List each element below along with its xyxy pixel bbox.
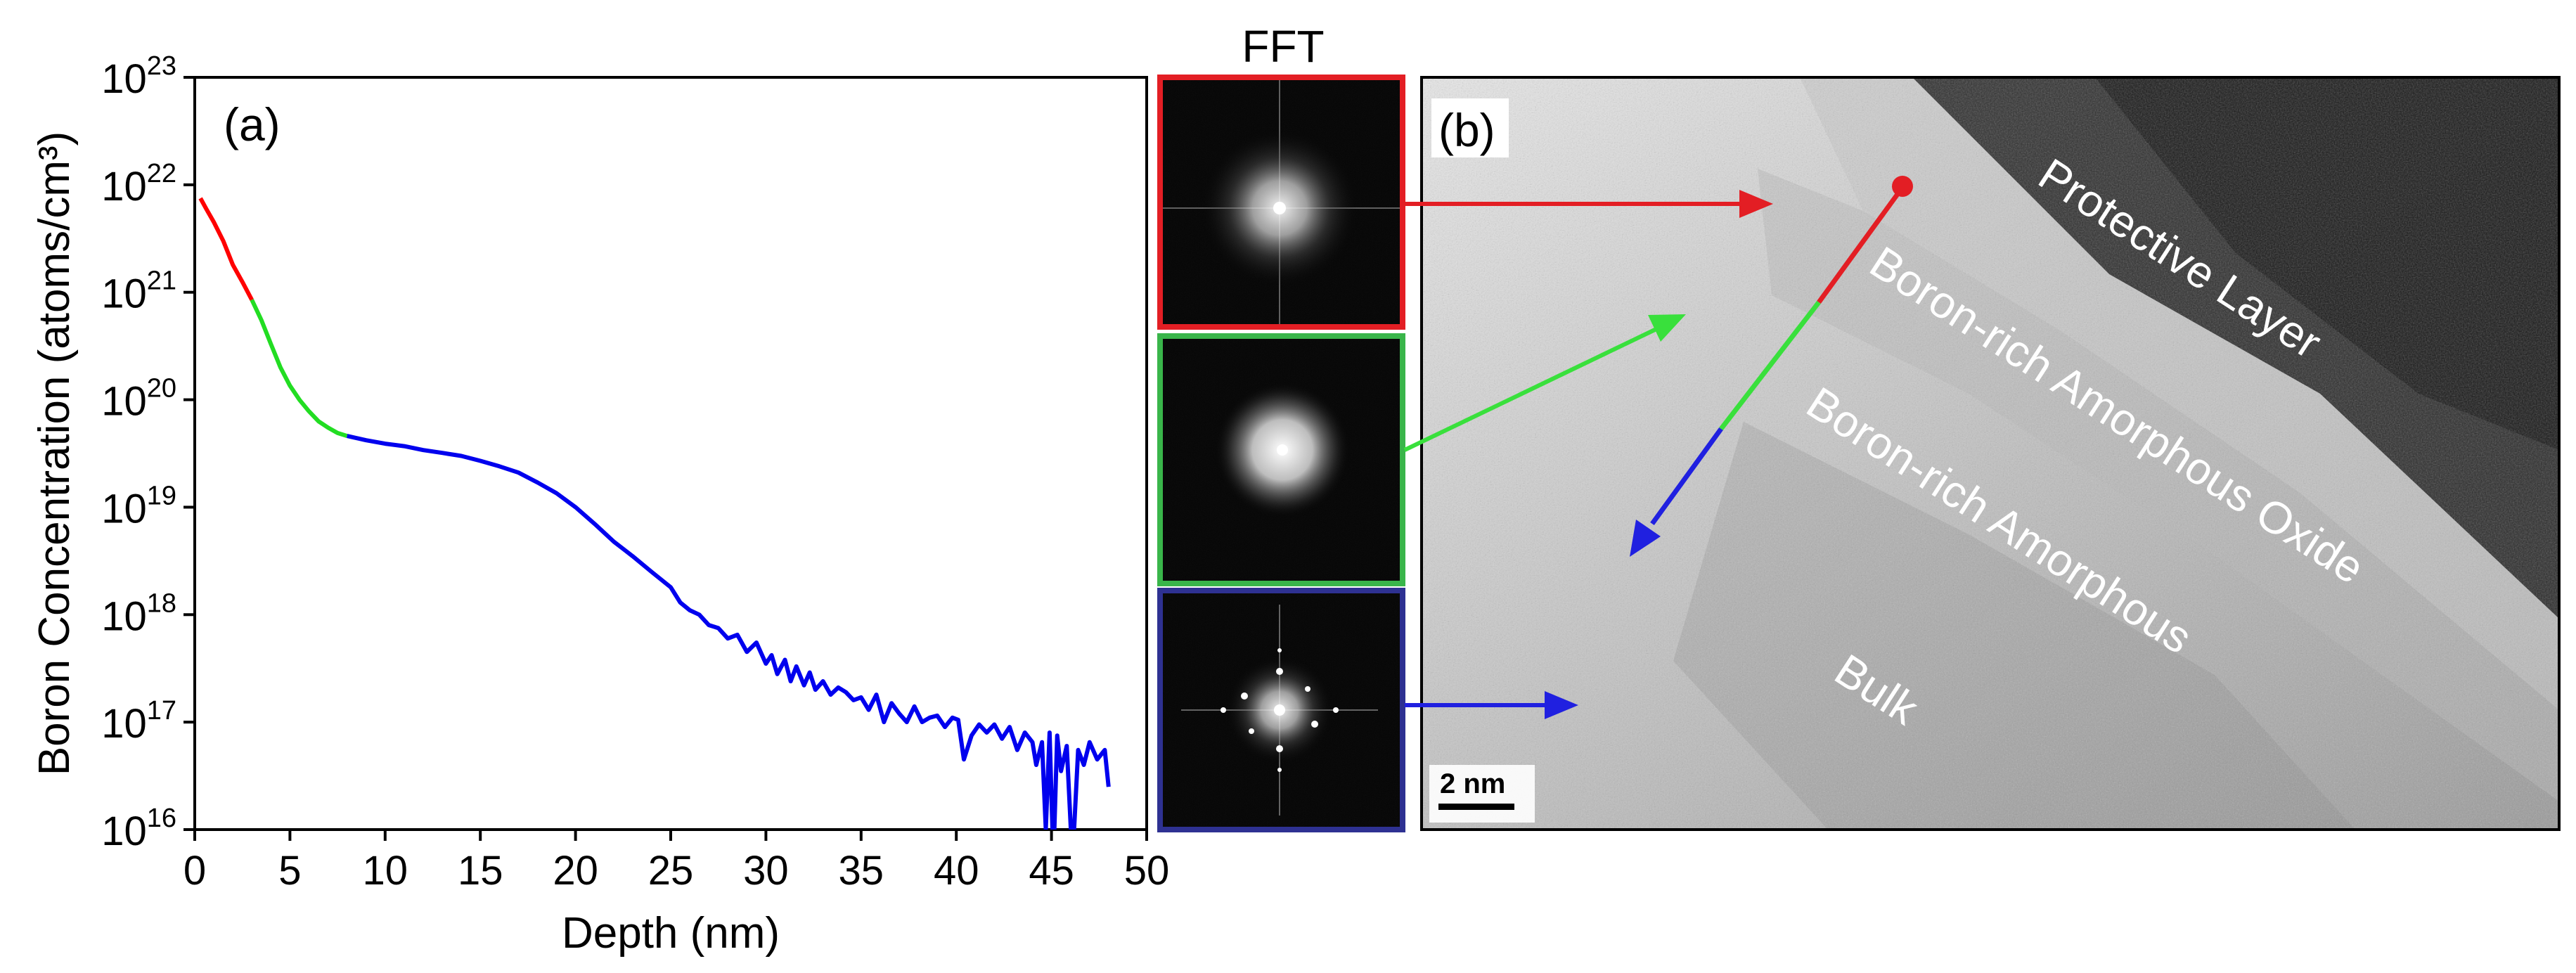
x-tick-label: 10 — [363, 848, 408, 894]
fft-title: FFT — [1242, 21, 1324, 72]
plot-frame — [193, 76, 1148, 831]
scale-bar — [1438, 804, 1514, 810]
y-tick-label: 1019 — [101, 481, 176, 531]
series-line-2 — [346, 434, 1111, 830]
x-tick-label: 15 — [458, 848, 503, 894]
y-axis-title: Boron Concentration (atoms/cm³) — [30, 131, 79, 776]
fft-panel-red — [1157, 75, 1405, 330]
fft-column: FFT — [1157, 21, 1405, 832]
connector-arrows — [1403, 176, 1913, 719]
x-tick-label: 20 — [553, 848, 598, 894]
tem-frame — [1420, 76, 2561, 831]
x-tick-label: 50 — [1124, 848, 1170, 894]
data-series — [198, 197, 1111, 830]
x-tick-label: 5 — [278, 848, 301, 894]
panel-b: (b) Protective Layer Boron-rich Amorphou… — [1420, 76, 2561, 831]
x-axis-ticks: 0 5 10 15 20 25 30 35 40 45 50 — [183, 830, 1169, 894]
arrowhead-red-fft — [1739, 190, 1773, 218]
arrowhead-blue-fft — [1545, 691, 1578, 719]
y-tick-label: 1016 — [101, 804, 176, 854]
y-tick-label: 1023 — [101, 51, 176, 102]
series-line-0 — [198, 197, 254, 301]
panel-label-b-bg — [1431, 98, 1509, 157]
x-tick-label: 35 — [839, 848, 884, 894]
x-tick-label: 40 — [934, 848, 979, 894]
panel-label-b: (b) — [1438, 104, 1495, 156]
fft-panel-green — [1157, 333, 1405, 586]
tem-image — [1422, 77, 2559, 830]
y-tick-label: 1020 — [101, 374, 176, 425]
y-tick-label: 1022 — [101, 159, 176, 210]
x-axis-title: Depth (nm) — [562, 909, 780, 958]
arrow-green-fft — [1403, 326, 1659, 452]
arrowhead-blue-depth — [1630, 520, 1661, 557]
panel-label-a: (a) — [224, 98, 281, 150]
depth-line-red-end — [1892, 176, 1913, 197]
y-axis-ticks: 1016 1017 1018 1019 1020 1021 1022 1023 — [101, 51, 195, 854]
depth-line-red — [1817, 189, 1902, 304]
fft-panel-blue — [1157, 588, 1405, 832]
x-tick-label: 0 — [183, 848, 206, 894]
series-line-1 — [250, 299, 348, 438]
y-tick-label: 1017 — [101, 696, 176, 747]
y-tick-label: 1021 — [101, 266, 176, 317]
depth-line-green — [1719, 300, 1821, 431]
x-tick-label: 45 — [1029, 848, 1074, 894]
scale-bar-label: 2 nm — [1440, 768, 1505, 799]
scale-bar-bg — [1429, 765, 1535, 823]
panel-a: 0 5 10 15 20 25 30 35 40 45 50 1016 1017 1018 1019 102… — [30, 51, 1169, 958]
depth-line-blue — [1650, 427, 1723, 526]
x-tick-label: 30 — [743, 848, 789, 894]
x-tick-label: 25 — [648, 848, 694, 894]
arrowhead-green-fft — [1648, 314, 1686, 342]
y-tick-label: 1018 — [101, 588, 176, 639]
